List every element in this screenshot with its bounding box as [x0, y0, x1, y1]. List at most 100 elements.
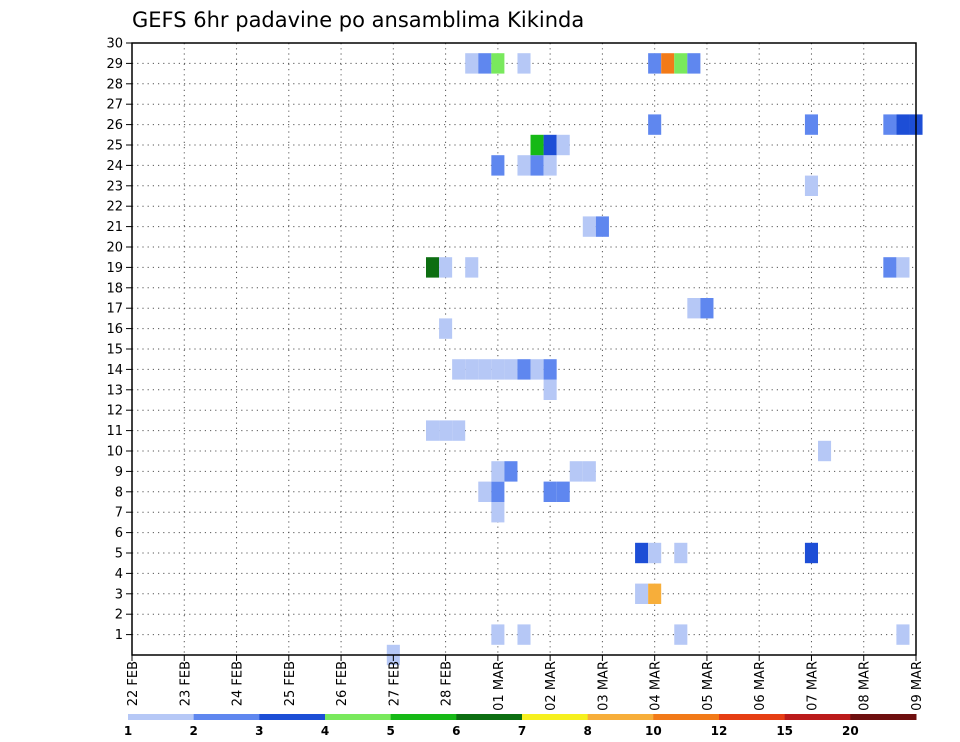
legend-label: 12	[711, 724, 728, 738]
legend-label: 3	[255, 724, 263, 738]
heatmap-cell	[556, 134, 570, 156]
heatmap-cell	[491, 481, 505, 502]
plot-grid	[132, 43, 916, 655]
x-tick-label: 03 MAR	[596, 661, 611, 711]
heatmap-cell	[478, 359, 492, 380]
y-tick-label: 1	[115, 628, 123, 643]
heatmap-cell	[582, 216, 596, 237]
y-tick-label: 19	[106, 261, 123, 276]
heatmap-cell	[804, 114, 818, 135]
heatmap-cell	[896, 114, 910, 135]
x-tick-label: 25 FEB	[283, 661, 298, 706]
legend-swatch	[259, 714, 326, 720]
x-tick-label: 04 MAR	[649, 661, 664, 711]
legend-label: 2	[189, 724, 197, 738]
y-tick-label: 2	[115, 608, 123, 623]
heatmap-cell	[635, 542, 649, 564]
x-tick-label: 07 MAR	[805, 661, 820, 711]
heatmap-cell	[595, 216, 609, 237]
heatmap-cell	[491, 53, 505, 74]
heatmap-cell	[582, 461, 596, 482]
y-tick-label: 7	[115, 506, 123, 521]
heatmap-cell	[517, 53, 531, 74]
heatmap-cell	[687, 53, 701, 74]
heatmap-cell	[491, 359, 505, 380]
heatmap-cell	[804, 542, 818, 564]
y-tick-label: 30	[106, 37, 123, 52]
legend-label: 4	[321, 724, 329, 738]
heatmap-cell	[896, 624, 910, 645]
y-tick-label: 15	[106, 343, 123, 358]
heatmap-cell	[674, 542, 688, 564]
heatmap-cell	[517, 359, 531, 380]
heatmap-cell	[504, 359, 518, 380]
heatmap-cell	[478, 53, 492, 74]
x-tick-label: 22 FEB	[126, 661, 141, 706]
y-tick-label: 12	[106, 404, 123, 419]
x-tick-label: 02 MAR	[544, 661, 559, 711]
x-tick-label: 08 MAR	[858, 661, 873, 711]
heatmap-cell	[465, 257, 479, 278]
y-tick-label: 28	[106, 77, 123, 92]
plot-cells	[386, 53, 923, 666]
y-tick-label: 14	[106, 363, 123, 378]
heatmap-cell	[818, 440, 832, 462]
heatmap-cell	[543, 134, 557, 156]
legend-swatch	[193, 714, 260, 720]
y-tick-label: 18	[106, 281, 123, 296]
heatmap-cell	[543, 359, 557, 380]
heatmap-cell	[896, 257, 910, 278]
y-tick-label: 26	[106, 118, 123, 133]
y-tick-label: 13	[106, 383, 123, 398]
heatmap-cell	[530, 134, 544, 156]
legend-label: 1	[124, 724, 132, 738]
legend-swatch	[128, 714, 195, 720]
y-tick-label: 11	[106, 424, 123, 439]
legend-swatch	[784, 714, 851, 720]
x-tick-label: 27 FEB	[387, 661, 402, 706]
heatmap-cell	[700, 298, 714, 319]
heatmap-cell	[569, 461, 583, 482]
x-tick-label: 26 FEB	[335, 661, 350, 706]
y-tick-label: 6	[115, 526, 123, 541]
y-tick-label: 24	[106, 159, 123, 174]
y-tick-label: 25	[106, 139, 123, 154]
legend-swatch	[587, 714, 654, 720]
y-tick-label: 23	[106, 179, 123, 194]
chart-title: GEFS 6hr padavine po ansamblima Kikinda	[132, 8, 584, 32]
y-tick-label: 10	[106, 445, 123, 460]
y-tick-label: 29	[106, 57, 123, 72]
heatmap-cell	[491, 155, 505, 176]
legend-label: 20	[842, 724, 859, 738]
heatmap-cell	[426, 420, 440, 441]
y-tick-label: 21	[106, 220, 123, 235]
heatmap-cell	[452, 359, 466, 380]
y-tick-label: 27	[106, 98, 123, 113]
x-tick-label: 01 MAR	[492, 661, 507, 711]
legend-swatch	[325, 714, 392, 720]
heatmap-cell	[804, 175, 818, 196]
legend-label: 8	[583, 724, 591, 738]
y-tick-label: 9	[115, 465, 123, 480]
heatmap-cell	[491, 461, 505, 482]
y-tick-label: 22	[106, 200, 123, 215]
y-tick-label: 5	[115, 547, 123, 562]
y-tick-label: 8	[115, 485, 123, 500]
heatmap-cell	[543, 155, 557, 176]
heatmap-cell	[517, 624, 531, 645]
heatmap-cell	[491, 624, 505, 645]
legend-label: 5	[386, 724, 394, 738]
heatmap-cell	[661, 53, 675, 74]
legend-swatch	[850, 714, 917, 720]
legend-swatch	[719, 714, 786, 720]
heatmap-cell	[426, 257, 440, 278]
legend-swatch	[456, 714, 523, 720]
heatmap-cell	[478, 481, 492, 502]
legend-label: 6	[452, 724, 460, 738]
x-tick-label: 05 MAR	[701, 661, 716, 711]
heatmap-cell	[465, 359, 479, 380]
heatmap-cell	[543, 481, 557, 502]
heatmap-cell	[439, 318, 453, 339]
heatmap-cell	[674, 624, 688, 645]
heatmap-cell	[648, 542, 662, 564]
